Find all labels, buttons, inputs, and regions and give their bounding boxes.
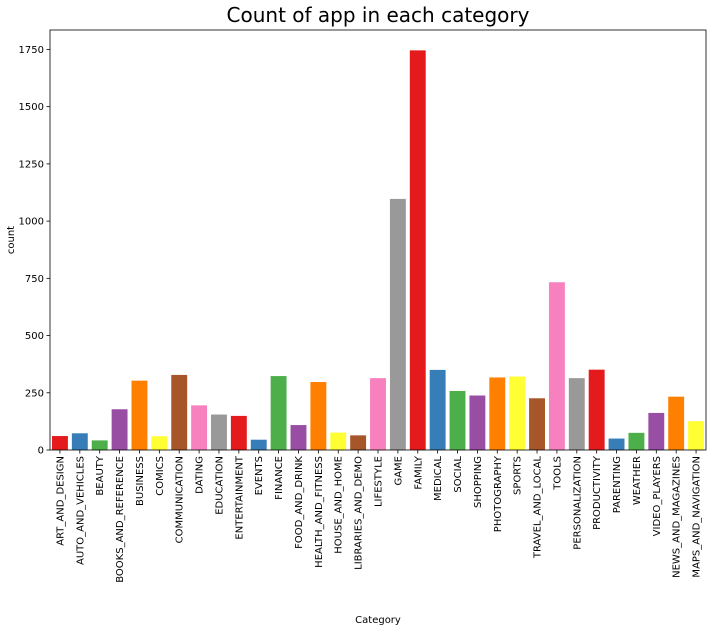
bar-lifestyle <box>370 378 386 450</box>
bar-libraries-and-demo <box>350 435 367 450</box>
x-tick-label: SOCIAL <box>453 456 464 493</box>
x-tick-label: BEAUTY <box>95 455 106 495</box>
y-tick-label: 1750 <box>19 45 44 56</box>
bar-family <box>409 50 426 450</box>
y-axis-ticks: 0 250 500 750 1000 1250 1500 1750 <box>19 45 50 457</box>
y-tick-label: 1250 <box>19 159 44 170</box>
bar-auto-and-vehicles <box>71 433 88 450</box>
bar-house-and-home <box>330 432 347 450</box>
bars-layer <box>51 50 705 450</box>
x-tick-label: FINANCE <box>274 456 285 500</box>
x-axis-ticks: ART_AND_DESIGN AUTO_AND_VEHICLES BEAUTY BOO… <box>55 450 703 583</box>
x-tick-label: BOOKS_AND_REFERENCE <box>115 456 126 583</box>
bar-entertainment <box>230 415 247 450</box>
y-tick-label: 0 <box>38 446 44 457</box>
bar-tools <box>548 282 565 450</box>
bar-medical <box>429 369 446 450</box>
bar-books-and-reference <box>111 409 128 450</box>
x-tick-label: ENTERTAINMENT <box>234 455 245 539</box>
bar-personalization <box>568 378 585 450</box>
x-tick-label: SHOPPING <box>473 456 484 508</box>
bar-parenting <box>608 438 625 450</box>
bar-travel-and-local <box>529 398 545 450</box>
bar-business <box>131 380 148 450</box>
x-tick-label: LIFESTYLE <box>374 456 385 507</box>
bar-events <box>250 439 267 450</box>
bar-finance <box>270 376 287 450</box>
y-tick-label: 1500 <box>19 102 44 113</box>
x-tick-label: FAMILY <box>413 455 424 489</box>
x-tick-label: SPORTS <box>513 456 524 495</box>
x-tick-label: PARENTING <box>612 456 623 513</box>
x-tick-label: ART_AND_DESIGN <box>55 456 66 546</box>
x-axis-title: Category <box>355 615 401 626</box>
x-tick-label: BUSINESS <box>135 456 146 506</box>
x-tick-label: AUTO_AND_VEHICLES <box>75 456 86 565</box>
x-tick-label: MEDICAL <box>433 456 444 501</box>
bar-photography <box>489 377 506 450</box>
x-tick-label: HEALTH_AND_FITNESS <box>314 456 325 568</box>
x-tick-label: VIDEO_PLAYERS <box>652 456 663 536</box>
x-tick-label: COMICS <box>155 456 166 496</box>
y-tick-label: 250 <box>25 388 44 399</box>
bar-productivity <box>588 369 605 450</box>
x-tick-label: NEWS_AND_MAGAZINES <box>672 456 683 578</box>
bar-communication <box>171 374 188 450</box>
y-tick-label: 1000 <box>19 217 44 228</box>
bar-education <box>211 414 227 450</box>
bar-game <box>389 198 406 450</box>
x-tick-label: GAME <box>393 456 404 486</box>
x-tick-label: FOOD_AND_DRINK <box>294 456 305 549</box>
chart-title: Count of app in each category <box>227 3 530 27</box>
x-tick-label: TOOLS <box>552 456 563 491</box>
x-tick-label: PRODUCTIVITY <box>592 455 603 530</box>
bar-beauty <box>91 440 108 450</box>
x-tick-label: EDUCATION <box>214 456 225 515</box>
bar-social <box>449 390 466 450</box>
bar-weather <box>628 432 645 450</box>
bar-health-and-fitness <box>310 382 327 450</box>
bar-dating <box>191 405 208 450</box>
x-tick-label: LIBRARIES_AND_DEMO <box>354 456 365 570</box>
y-axis-title: count <box>6 226 17 254</box>
x-tick-label: PHOTOGRAPHY <box>493 455 504 532</box>
y-tick-label: 500 <box>25 331 44 342</box>
bar-news-and-magazines <box>668 396 685 450</box>
x-tick-label: TRAVEL_AND_LOCAL <box>533 456 544 560</box>
bar-maps-and-navigation <box>688 421 705 450</box>
x-tick-label: HOUSE_AND_HOME <box>334 456 345 554</box>
x-tick-label: MAPS_AND_NAVIGATION <box>692 456 703 578</box>
bar-comics <box>151 436 168 450</box>
bar-food-and-drink <box>290 425 307 450</box>
x-tick-label: WEATHER <box>632 456 643 505</box>
bar-art-and-design <box>51 436 68 450</box>
plot-frame <box>49 29 707 451</box>
bar-sports <box>509 376 526 450</box>
x-tick-label: COMMUNICATION <box>175 456 186 543</box>
bar-shopping <box>469 395 486 450</box>
x-tick-label: EVENTS <box>254 456 265 495</box>
x-tick-label: PERSONALIZATION <box>572 456 583 550</box>
x-tick-label: DATING <box>195 456 206 494</box>
bar-video-players <box>648 412 665 450</box>
y-tick-label: 750 <box>25 274 44 285</box>
